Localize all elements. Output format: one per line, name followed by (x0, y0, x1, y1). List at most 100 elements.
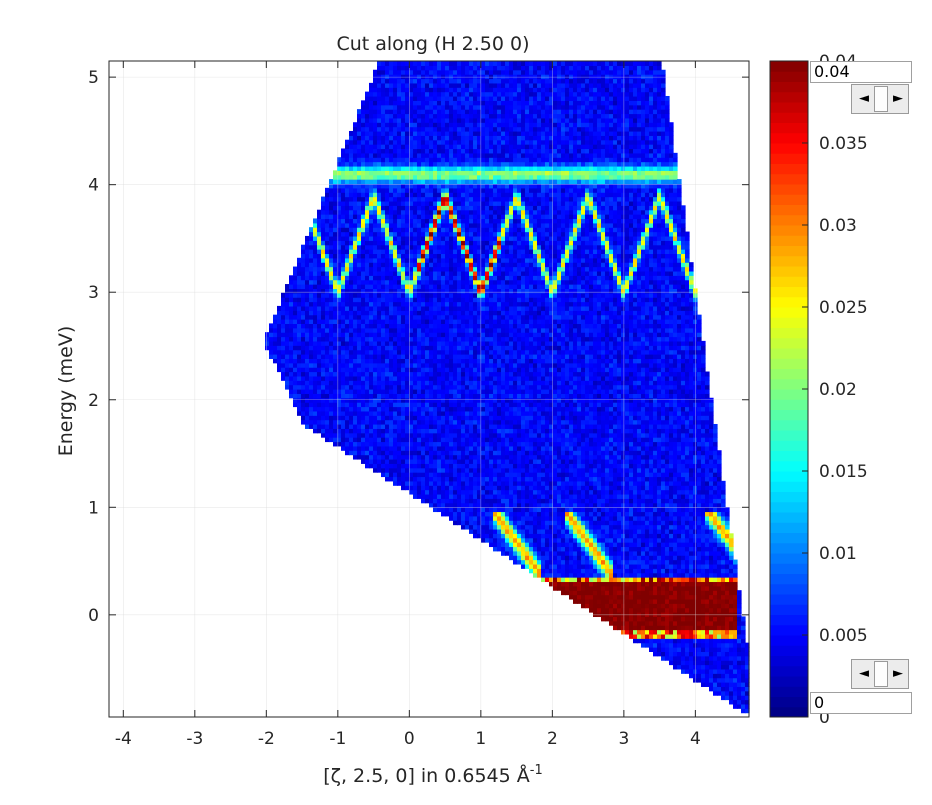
x-tick-label: -4 (115, 729, 132, 749)
y-tick-label: 0 (88, 606, 99, 626)
colorbar-segment (770, 706, 808, 718)
x-axis-label-main: [ζ, 2.5, 0] in 0.6545 Å (323, 764, 530, 787)
colorbar-segment (770, 286, 808, 298)
colorbar-segment (770, 399, 808, 410)
colorbar-segment (770, 614, 808, 626)
slider-thumb[interactable] (874, 86, 888, 112)
colorbar-tick-label: 0 (819, 708, 830, 728)
colorbar-segment (770, 471, 808, 482)
colorbar-segment (770, 245, 808, 257)
colorbar-segment (770, 696, 808, 708)
colorbar-segment (770, 594, 808, 605)
colorbar-segment (770, 102, 808, 113)
y-tick-label: 1 (88, 498, 99, 518)
y-tick-label: 4 (88, 176, 99, 196)
colorbar-segment (770, 225, 808, 236)
colorbar-segment (770, 327, 808, 339)
colorbar-min-input[interactable]: 0 (810, 692, 912, 714)
colorbar-segment (770, 163, 808, 175)
colorbar-segment (770, 583, 808, 595)
colorbar[interactable] (769, 60, 809, 718)
colorbar-segment (770, 512, 808, 523)
colorbar-segment (770, 61, 808, 72)
colorbar-segment (770, 214, 808, 226)
slider-thumb[interactable] (874, 661, 888, 687)
colorbar-tick-label: 0.005 (819, 626, 868, 646)
colorbar-segment (770, 153, 808, 164)
y-tick-label: 3 (88, 283, 99, 303)
x-axis-label-superscript: -1 (530, 763, 543, 778)
y-axis-label: Energy (meV) (55, 326, 77, 457)
colorbar-segment (770, 122, 808, 134)
chart-title: Cut along (H 2.50 0) (336, 33, 529, 55)
colorbar-max-input[interactable]: 0.04 (810, 61, 912, 83)
y-tick-label: 5 (88, 68, 99, 88)
colorbar-segment (770, 81, 808, 93)
colorbar-segment (770, 645, 808, 656)
colorbar-segment (770, 655, 808, 667)
grid-lines (109, 61, 749, 717)
colorbar-segment (770, 460, 808, 472)
colorbar-segment (770, 501, 808, 513)
intensity-heatmap (265, 61, 750, 714)
x-axis-ticks: -4 -3 -2 -1 0 1 2 3 4 (115, 61, 701, 749)
colorbar-segment (770, 317, 808, 328)
colorbar-segment (770, 194, 808, 205)
colorbar-segment (770, 132, 808, 144)
colorbar-segment (770, 204, 808, 216)
colorbar-segment (770, 389, 808, 400)
colorbar-segment (770, 358, 808, 369)
colorbar-segment (770, 409, 808, 421)
x-axis-label: [ζ, 2.5, 0] in 0.6545 Å-1 (323, 763, 543, 787)
colorbar-segment (770, 143, 808, 154)
colorbar-segment (770, 553, 808, 564)
colorbar-segment (770, 112, 808, 123)
colorbar-segment (770, 235, 808, 246)
colorbar-segment (770, 419, 808, 431)
colorbar-segment (770, 348, 808, 359)
colorbar-segment (770, 255, 808, 267)
colorbar-segment (770, 542, 808, 554)
colorbar-tick-label: 0.01 (819, 544, 857, 564)
colorbar-segment (770, 604, 808, 615)
colorbar-segment (770, 71, 808, 82)
colorbar-max-slider[interactable]: ◄ ► (851, 84, 909, 114)
colorbar-tick-label: 0.035 (819, 134, 868, 154)
colorbar-segment (770, 450, 808, 462)
slider-right-arrow-icon[interactable]: ► (893, 91, 903, 106)
colorbar-segment (770, 430, 808, 441)
colorbar-segment (770, 307, 808, 318)
colorbar-segment (770, 173, 808, 185)
colorbar-segment (770, 532, 808, 544)
colorbar-segment (770, 296, 808, 308)
x-tick-label: 1 (475, 729, 486, 749)
colorbar-segment (770, 665, 808, 677)
colorbar-segment (770, 522, 808, 533)
x-tick-label: -1 (329, 729, 346, 749)
colorbar-min-slider[interactable]: ◄ ► (851, 659, 909, 689)
colorbar-tick-label: 0.015 (819, 462, 868, 482)
y-axis-ticks: 0 1 2 3 4 5 (88, 68, 749, 626)
slider-left-arrow-icon[interactable]: ◄ (859, 91, 869, 106)
x-tick-label: -3 (186, 729, 203, 749)
colorbar-segment (770, 676, 808, 687)
colorbar-segment (770, 563, 808, 574)
colorbar-segment (770, 481, 808, 492)
colorbar-segment (770, 686, 808, 697)
colorbar-segment (770, 276, 808, 287)
colorbar-tick-label: 0.025 (819, 298, 868, 318)
x-tick-label: 4 (690, 729, 701, 749)
colorbar-segment (770, 491, 808, 503)
colorbar-segment (770, 378, 808, 390)
axes-frame (108, 60, 750, 718)
colorbar-segment (770, 266, 808, 277)
colorbar-segment (770, 337, 808, 349)
colorbar-tick-label: 0.02 (819, 380, 857, 400)
colorbar-segment (770, 635, 808, 646)
colorbar-segment (770, 91, 808, 103)
slider-left-arrow-icon[interactable]: ◄ (859, 666, 869, 681)
slider-right-arrow-icon[interactable]: ► (893, 666, 903, 681)
x-tick-label: 0 (404, 729, 415, 749)
